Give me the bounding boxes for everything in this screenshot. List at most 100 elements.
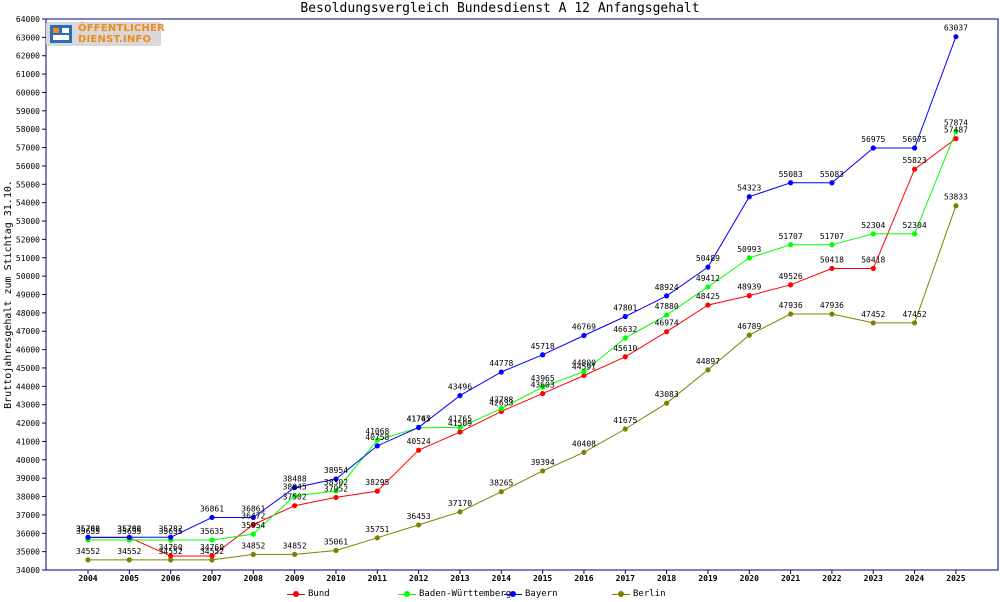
data-label: 48924 — [655, 283, 679, 292]
data-point — [292, 493, 298, 499]
data-label: 41068 — [365, 427, 389, 436]
data-label: 38265 — [489, 479, 513, 488]
y-tick-label: 38000 — [16, 493, 40, 502]
x-tick-label: 2019 — [698, 574, 717, 583]
data-point — [664, 312, 670, 318]
plot-frame — [45, 18, 999, 571]
data-label: 37952 — [324, 484, 348, 493]
series-line-2 — [88, 36, 957, 538]
data-point — [829, 311, 835, 317]
data-point — [746, 332, 752, 338]
logo[interactable]: ÖFFENTLICHER DIENST.INFO — [46, 22, 165, 46]
data-label: 47880 — [655, 302, 679, 311]
data-point — [581, 332, 587, 339]
y-tick-label: 62000 — [16, 52, 40, 61]
legend-swatch — [504, 589, 522, 599]
data-point — [746, 194, 752, 200]
x-tick-label: 2007 — [202, 574, 221, 583]
data-point — [168, 557, 174, 563]
legend-item: Bund — [287, 588, 330, 600]
legend-item: Berlin — [612, 588, 666, 600]
data-label: 36861 — [241, 504, 265, 513]
data-label: 50993 — [737, 245, 761, 254]
data-point — [746, 255, 752, 261]
data-label: 45610 — [613, 344, 637, 353]
series-line-3 — [88, 205, 957, 561]
data-point — [333, 547, 339, 554]
x-tick-label: 2017 — [616, 574, 635, 583]
data-point — [581, 369, 587, 375]
x-tick-label: 2021 — [781, 574, 800, 583]
data-label: 48939 — [737, 283, 761, 292]
x-tick-label: 2008 — [244, 574, 263, 583]
x-tick-label: 2006 — [161, 574, 180, 583]
data-label: 44778 — [489, 359, 513, 368]
x-tick-label: 2004 — [78, 574, 97, 583]
data-label: 53833 — [944, 193, 968, 202]
data-label: 47452 — [903, 310, 927, 319]
series-line-0 — [88, 138, 957, 557]
data-label: 36453 — [407, 512, 431, 521]
data-point — [374, 535, 380, 541]
x-tick-label: 2023 — [864, 574, 883, 583]
y-tick-label: 46000 — [16, 346, 40, 355]
data-label: 38302 — [324, 478, 348, 487]
data-point — [705, 367, 711, 373]
data-point — [870, 145, 876, 151]
data-label: 36861 — [200, 504, 224, 513]
data-point — [416, 447, 422, 453]
data-point — [333, 494, 339, 501]
data-label: 50418 — [820, 255, 844, 264]
legend-swatch — [287, 589, 305, 599]
data-point — [540, 352, 546, 358]
data-label: 42633 — [489, 398, 513, 407]
x-tick-label: 2013 — [450, 574, 469, 583]
data-point — [622, 335, 628, 341]
data-label: 55823 — [903, 156, 927, 165]
data-point — [457, 392, 463, 399]
data-label: 50418 — [861, 255, 885, 264]
data-point — [85, 534, 91, 540]
data-label: 57487 — [944, 126, 968, 135]
data-point — [788, 282, 794, 288]
data-point — [870, 320, 876, 326]
data-label: 44800 — [572, 359, 596, 368]
data-point — [540, 468, 546, 474]
data-label: 38295 — [365, 478, 389, 487]
legend-swatch — [612, 589, 630, 599]
data-point — [209, 557, 215, 563]
data-point — [126, 557, 132, 563]
data-point — [705, 264, 711, 270]
data-label: 47452 — [861, 310, 885, 319]
legend-label: Bayern — [525, 589, 558, 599]
data-label: 43603 — [531, 381, 555, 390]
legend: Bund Baden-Württemberg Bayern Berlin — [0, 588, 1000, 602]
data-label: 35782 — [76, 524, 100, 533]
legend-label: Berlin — [633, 589, 666, 599]
data-label: 63037 — [944, 24, 968, 33]
y-tick-label: 47000 — [16, 327, 40, 336]
data-point — [250, 514, 256, 521]
data-label: 51707 — [820, 232, 844, 241]
y-tick-label: 35000 — [16, 548, 40, 557]
data-label: 38045 — [283, 483, 307, 492]
y-tick-label: 51000 — [16, 254, 40, 263]
y-tick-label: 63000 — [16, 33, 40, 42]
data-point — [416, 522, 422, 528]
x-tick-label: 2011 — [368, 574, 387, 583]
data-point — [250, 531, 256, 537]
data-label: 46769 — [572, 322, 596, 331]
y-tick-label: 64000 — [16, 15, 40, 24]
data-label: 41765 — [448, 414, 472, 423]
data-label: 35954 — [241, 521, 265, 530]
data-point — [374, 488, 380, 494]
y-tick-label: 55000 — [16, 180, 40, 189]
data-label: 35766 — [76, 525, 100, 534]
y-tick-label: 45000 — [16, 364, 40, 373]
data-point — [664, 293, 670, 299]
data-label: 41509 — [448, 419, 472, 428]
data-label: 56975 — [903, 135, 927, 144]
x-tick-label: 2018 — [657, 574, 676, 583]
data-label: 46632 — [613, 325, 637, 334]
data-point — [953, 128, 959, 135]
